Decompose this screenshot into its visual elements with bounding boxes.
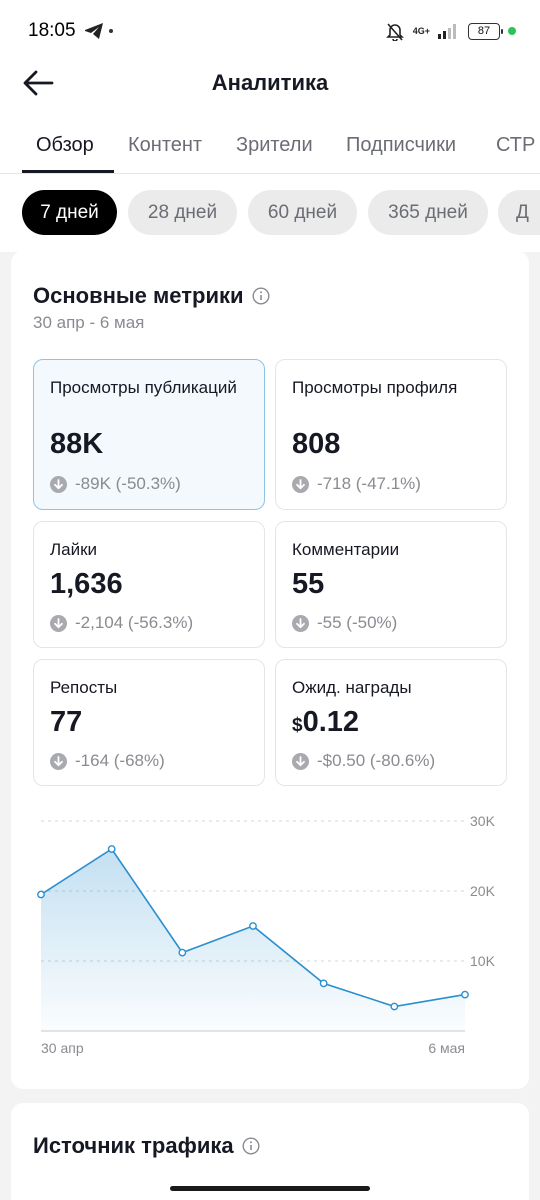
currency-symbol: $	[292, 715, 303, 736]
privacy-indicator-icon	[508, 27, 516, 35]
x-tick-label: 6 мая	[428, 1040, 465, 1056]
telegram-icon	[85, 23, 103, 39]
top-area: 18:05 4G+ 87 Аналитика	[0, 0, 540, 252]
status-bar: 18:05 4G+ 87	[0, 0, 540, 60]
metric-label: Комментарии	[292, 540, 400, 559]
metric-comments[interactable]: Комментарии 55 -55 (-50%)	[275, 521, 507, 648]
metric-label: Лайки	[50, 540, 98, 559]
metric-label: Репосты	[50, 678, 118, 697]
section-title-text: Источник трафика	[33, 1133, 234, 1158]
metric-delta-text: -2,104 (-56.3%)	[75, 613, 194, 632]
chart-data-point	[249, 922, 257, 930]
period-chip-custom[interactable]: Д	[498, 190, 540, 235]
info-icon[interactable]	[242, 1137, 260, 1155]
arrow-down-circle-icon	[292, 475, 309, 493]
metric-value: 77	[50, 706, 83, 738]
arrow-down-circle-icon	[292, 752, 309, 770]
back-arrow-icon[interactable]	[22, 68, 56, 98]
status-right: 4G+ 87	[385, 20, 516, 42]
chart-data-point	[390, 1002, 399, 1011]
metric-value-number: 0.12	[302, 706, 360, 738]
arrow-down-circle-icon	[50, 614, 67, 632]
tab-followers[interactable]: Подписчики	[346, 134, 457, 156]
metric-post-views[interactable]: Просмотры публикаций 88K -89K (-50.3%)	[33, 359, 265, 510]
metric-delta-text: -55 (-50%)	[317, 613, 398, 632]
tab-ctr[interactable]: СТР	[496, 134, 536, 156]
metric-delta: -164 (-68%)	[50, 751, 165, 771]
metric-value: 55	[292, 568, 325, 600]
metric-value: $0.12	[292, 706, 359, 739]
mute-bell-icon	[385, 23, 404, 41]
tab-overview[interactable]: Обзор	[36, 134, 94, 156]
notification-dot-icon	[109, 29, 113, 33]
tab-content[interactable]: Контент	[128, 134, 203, 156]
arrow-down-circle-icon	[50, 475, 67, 493]
metric-reposts[interactable]: Репосты 77 -164 (-68%)	[33, 659, 265, 786]
metric-delta-text: -$0.50 (-80.6%)	[317, 751, 436, 770]
metric-delta: -89K (-50.3%)	[50, 474, 181, 494]
metric-label: Ожид. награды	[292, 678, 412, 697]
metric-delta-text: -164 (-68%)	[75, 751, 165, 770]
key-metrics-card: Основные метрики 30 апр - 6 мая Просмотр…	[11, 251, 529, 1089]
chart-data-point	[319, 979, 328, 988]
metric-delta: -718 (-47.1%)	[292, 474, 421, 494]
tab-bar: Обзор Контент Зрители Подписчики СТР	[0, 126, 540, 174]
trend-chart: 30K 20K 10K 30 апр 6 мая	[37, 813, 496, 1056]
metric-value: 88K	[50, 428, 104, 460]
period-chip-7-days[interactable]: 7 дней	[22, 190, 117, 235]
page-title: Аналитика	[211, 70, 329, 95]
arrow-down-circle-icon	[292, 614, 309, 632]
metric-label: Просмотры публикаций	[50, 378, 237, 397]
metric-delta-text: -718 (-47.1%)	[317, 474, 421, 493]
home-indicator[interactable]	[170, 1186, 370, 1191]
traffic-source-card: Источник трафика	[11, 1103, 529, 1200]
section-title: Основные метрики	[33, 283, 270, 309]
period-chip-60-days[interactable]: 60 дней	[248, 190, 357, 235]
chart-data-point	[37, 890, 45, 899]
chart-data-point	[461, 990, 469, 999]
period-selector: 7 дней 28 дней 60 дней 365 дней Д	[0, 190, 540, 236]
period-chip-365-days[interactable]: 365 дней	[368, 190, 488, 235]
metric-profile-views[interactable]: Просмотры профиля 808 -718 (-47.1%)	[275, 359, 507, 510]
metric-likes[interactable]: Лайки 1,636 -2,104 (-56.3%)	[33, 521, 265, 648]
y-tick-label: 10K	[470, 953, 496, 969]
info-icon[interactable]	[252, 287, 270, 305]
chart-data-point	[107, 845, 116, 853]
x-tick-label: 30 апр	[41, 1040, 84, 1056]
metric-label: Просмотры профиля	[292, 378, 458, 397]
metric-value: 1,636	[50, 568, 123, 600]
tab-viewers[interactable]: Зрители	[236, 134, 313, 156]
section-title-text: Основные метрики	[33, 283, 244, 308]
status-time: 18:05	[28, 20, 76, 41]
metric-delta: -55 (-50%)	[292, 613, 397, 633]
chart-data-point	[178, 948, 187, 957]
section-title: Источник трафика	[33, 1133, 260, 1159]
signal-icon	[438, 24, 456, 39]
metric-delta: -2,104 (-56.3%)	[50, 613, 193, 633]
app-header: Аналитика	[0, 60, 540, 110]
date-range: 30 апр - 6 мая	[33, 313, 145, 332]
active-tab-indicator	[22, 170, 114, 173]
period-chip-28-days[interactable]: 28 дней	[128, 190, 237, 235]
metric-value: 808	[292, 428, 341, 460]
metric-delta-text: -89K (-50.3%)	[75, 474, 181, 493]
arrow-down-circle-icon	[50, 752, 67, 770]
y-tick-label: 20K	[470, 883, 496, 899]
metric-expected-rewards[interactable]: Ожид. награды $0.12 -$0.50 (-80.6%)	[275, 659, 507, 786]
y-tick-label: 30K	[470, 813, 496, 829]
network-label: 4G+	[412, 25, 430, 36]
metric-delta: -$0.50 (-80.6%)	[292, 751, 435, 771]
battery-icon: 87	[468, 22, 503, 40]
chart-area	[41, 849, 465, 1031]
